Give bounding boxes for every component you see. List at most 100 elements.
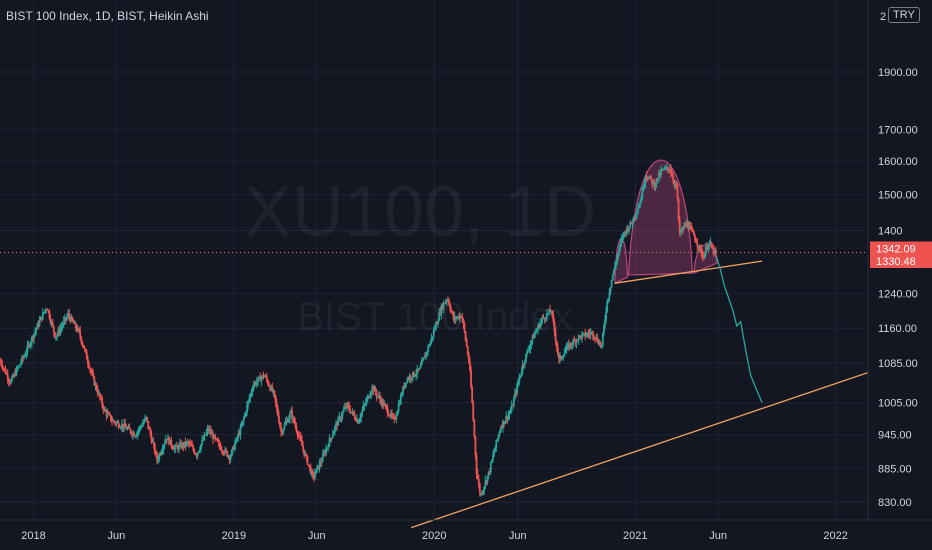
candle-body <box>544 318 547 320</box>
candle-body <box>62 320 65 326</box>
candle-body <box>575 339 578 344</box>
candle-body <box>690 227 693 230</box>
candle-body <box>679 230 682 234</box>
candle-body <box>245 412 247 414</box>
candle-body <box>465 340 468 347</box>
candle-body <box>292 417 295 419</box>
candle-body <box>330 438 333 440</box>
candle-body <box>376 395 379 397</box>
currency-button[interactable]: TRY <box>888 7 920 23</box>
candle-body <box>219 446 222 450</box>
candle-body <box>578 335 581 337</box>
candle-body <box>503 421 505 425</box>
candle-body <box>101 398 104 406</box>
candle-body <box>652 181 655 184</box>
candle-body <box>638 205 640 209</box>
candle-body <box>173 448 176 450</box>
candle-body <box>698 245 701 248</box>
candle-body <box>112 420 114 422</box>
candle-body <box>314 473 317 477</box>
candle-body <box>241 420 244 426</box>
candle-body <box>225 449 228 452</box>
candle-body <box>27 344 30 346</box>
candle-body <box>193 449 196 454</box>
candle-body <box>78 328 80 331</box>
candle-body <box>502 421 504 428</box>
candle-body <box>451 311 454 314</box>
price-axis[interactable]: 830.00 885.00 945.00 1005.00 1085.00 1160.00 1… <box>878 67 918 509</box>
candle-body <box>96 390 99 395</box>
candle-body <box>284 422 287 425</box>
candle-body <box>566 344 569 347</box>
candle-body <box>573 339 576 341</box>
candle-body <box>33 333 35 339</box>
candle-body <box>139 426 142 428</box>
candle-body <box>712 247 715 254</box>
candle-body <box>228 456 231 460</box>
candle-body <box>340 416 343 420</box>
candle-body <box>70 317 73 322</box>
candle-body <box>141 423 144 427</box>
candle-body <box>196 452 199 457</box>
candle-body <box>134 436 136 438</box>
candle-body <box>262 374 265 377</box>
candle-body <box>397 404 400 412</box>
candle-body <box>174 445 177 449</box>
candle-body <box>12 376 15 378</box>
candle-body <box>526 351 528 355</box>
candle-body <box>341 411 344 417</box>
candle-body <box>5 373 8 375</box>
candle-body <box>582 333 584 335</box>
candle-body <box>470 369 472 388</box>
candle-body <box>418 368 421 370</box>
candle-body <box>700 248 703 256</box>
candle-body <box>629 221 632 228</box>
candle-body <box>621 237 624 239</box>
candle-body <box>509 411 512 413</box>
candle-body <box>190 443 192 446</box>
candle-body <box>497 434 500 439</box>
candle-body <box>536 329 538 332</box>
candle-body <box>488 471 491 473</box>
price-tag <box>870 254 932 269</box>
candle-body <box>623 231 626 233</box>
candle-body <box>426 351 429 353</box>
candle-body <box>362 405 365 410</box>
candle-body <box>370 392 373 396</box>
candle-body <box>688 226 691 230</box>
candle-body <box>351 411 354 413</box>
candle-body <box>627 227 629 231</box>
candle-body <box>705 246 707 254</box>
candle-body <box>339 416 342 420</box>
candle-body <box>79 330 82 337</box>
candle-body <box>428 345 431 347</box>
candle-body <box>15 368 18 376</box>
candle-body <box>424 356 426 358</box>
candle-body <box>548 309 550 314</box>
candle-body <box>516 384 519 393</box>
candle-body <box>312 471 314 476</box>
candle-body <box>590 331 593 333</box>
candle-body <box>564 350 567 353</box>
candle-body <box>587 333 590 335</box>
candle-body <box>661 169 664 171</box>
candle-body <box>166 439 168 441</box>
projection-path <box>715 255 763 403</box>
candle-body <box>34 331 37 334</box>
candle-body <box>375 392 378 397</box>
candle-body <box>570 343 572 346</box>
candle-body <box>25 352 28 355</box>
candle-body <box>329 438 332 440</box>
candle-body <box>616 257 618 263</box>
candle-body <box>425 352 427 358</box>
candle-body <box>176 446 179 450</box>
candle-body <box>69 317 72 322</box>
candle-body <box>315 468 318 474</box>
candle-body <box>485 480 488 483</box>
candle-body <box>510 405 513 412</box>
candle-body <box>654 184 657 188</box>
candle-body <box>549 309 552 313</box>
x-tick-label: Jun <box>709 530 727 542</box>
